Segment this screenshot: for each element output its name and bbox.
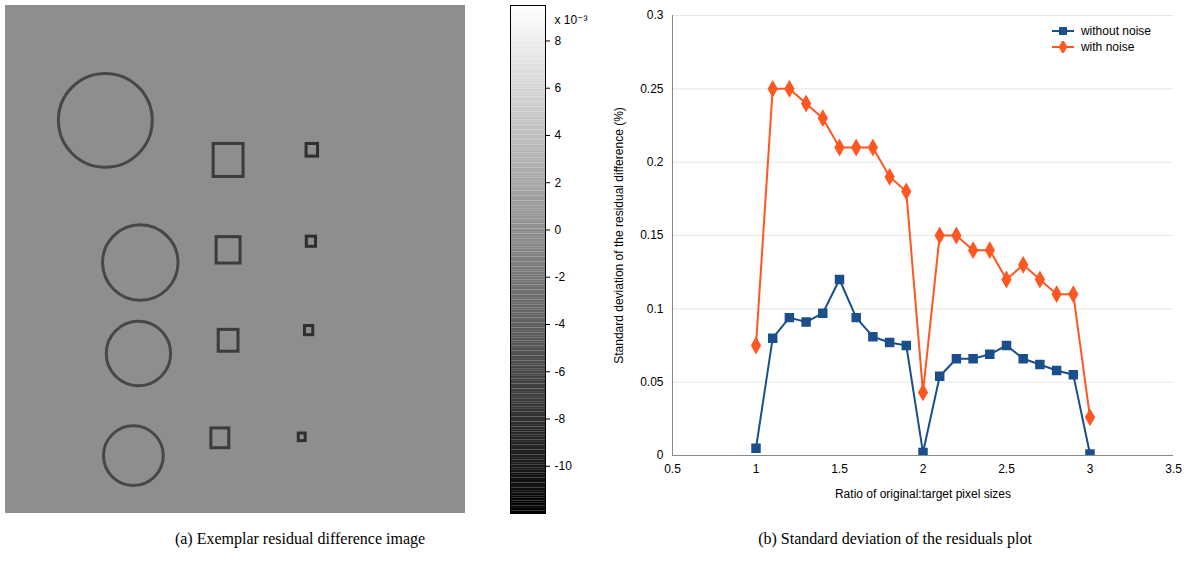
svg-text:3: 3 bbox=[1087, 462, 1094, 476]
svg-text:0.05: 0.05 bbox=[640, 375, 664, 389]
svg-text:2.5: 2.5 bbox=[998, 462, 1015, 476]
svg-text:2: 2 bbox=[920, 462, 927, 476]
svg-text:8: 8 bbox=[555, 34, 562, 48]
html-text:with noise: with noise bbox=[1081, 40, 1135, 54]
html-text:without noise: without noise bbox=[1081, 24, 1151, 38]
svg-text:Ratio of original:target pixel: Ratio of original:target pixel sizes bbox=[835, 487, 1011, 501]
html-text:(a) Exemplar residual differen: (a) Exemplar residual difference image bbox=[174, 530, 426, 547]
svg-text:x 10⁻³: x 10⁻³ bbox=[555, 13, 588, 27]
svg-text:-8: -8 bbox=[555, 412, 566, 426]
svg-text:0.15: 0.15 bbox=[640, 228, 664, 242]
svg-text:3.5: 3.5 bbox=[1165, 462, 1182, 476]
svg-text:-2: -2 bbox=[555, 270, 566, 284]
svg-text:Standard deviation of the resi: Standard deviation of the residual diffe… bbox=[612, 107, 626, 364]
svg-text:0.1: 0.1 bbox=[647, 302, 664, 316]
svg-text:2: 2 bbox=[555, 176, 562, 190]
svg-text:-6: -6 bbox=[555, 365, 566, 379]
svg-text:-4: -4 bbox=[555, 317, 566, 331]
svg-text:0: 0 bbox=[657, 448, 664, 462]
svg-text:6: 6 bbox=[555, 81, 562, 95]
html-text:(b) Standard deviation of the: (b) Standard deviation of the residuals … bbox=[758, 530, 1032, 547]
svg-text:0.25: 0.25 bbox=[640, 82, 664, 96]
svg-text:1.5: 1.5 bbox=[831, 462, 848, 476]
svg-text:1: 1 bbox=[753, 462, 760, 476]
svg-text:0: 0 bbox=[555, 223, 562, 237]
svg-text:4: 4 bbox=[555, 128, 562, 142]
svg-text:0.5: 0.5 bbox=[664, 462, 681, 476]
svg-text:0.2: 0.2 bbox=[647, 155, 664, 169]
svg-text:-10: -10 bbox=[555, 459, 573, 473]
svg-text:0.3: 0.3 bbox=[647, 8, 664, 22]
